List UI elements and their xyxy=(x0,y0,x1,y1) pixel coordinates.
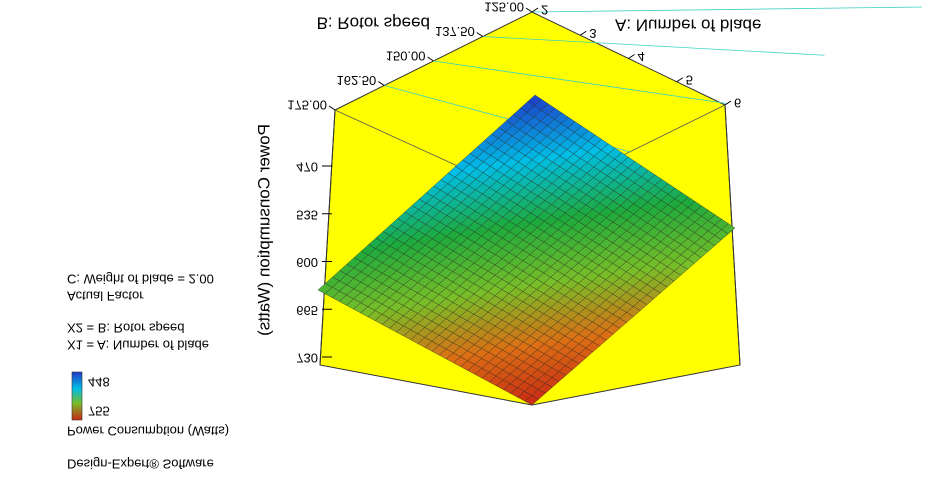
y-tick-label: 137.50 xyxy=(435,24,475,39)
x-tick-label: 3 xyxy=(589,26,596,41)
x-tick-label: 4 xyxy=(638,49,645,64)
color-max: 755 xyxy=(88,404,110,419)
y-tick-label: 162.50 xyxy=(336,73,376,88)
y-tick-label: 125.00 xyxy=(484,0,524,15)
actual-factor-title: Actual Factor xyxy=(67,289,144,304)
y-tick xyxy=(377,81,385,86)
x-tick xyxy=(579,30,587,36)
z-tick-label: 730 xyxy=(296,351,318,366)
z-tick-label: 665 xyxy=(296,303,318,318)
z-tick-label: 470 xyxy=(296,160,318,175)
z-axis-title: Power Consumption (Watts) xyxy=(254,124,273,336)
software: Design-Expert® Software xyxy=(67,457,214,472)
x-tick xyxy=(628,54,635,59)
floor-grid xyxy=(482,36,825,56)
plot: 470 535 600 665 730 125.00 137.50 150.00 162.50 1… xyxy=(67,0,923,472)
x-tick xyxy=(724,100,732,106)
actual-factor: C: Weight of blade = 2.00 xyxy=(67,272,214,287)
x-tick xyxy=(531,7,539,13)
y-tick-label: 150.00 xyxy=(386,49,426,64)
color-bar xyxy=(71,371,83,421)
box-edge xyxy=(319,109,336,366)
surface-cell xyxy=(721,223,736,235)
y-tick xyxy=(476,32,484,37)
floor-grid xyxy=(433,60,728,104)
y-tick xyxy=(328,105,336,111)
floor-grid xyxy=(531,6,923,13)
x-tick-label: 6 xyxy=(734,96,741,111)
y-tick xyxy=(525,7,533,13)
x-axis-title: A: Number of blade xyxy=(615,16,761,35)
box-edge xyxy=(724,104,741,366)
y-tick-label: 175.00 xyxy=(287,98,327,113)
x-tick-label: 5 xyxy=(686,72,693,87)
z-tick-label: 600 xyxy=(296,255,318,270)
x-tick xyxy=(676,77,684,83)
x-tick-label: 2 xyxy=(541,3,548,18)
color-min: 448 xyxy=(88,375,110,390)
x2-label: X2 = B: Rotor speed xyxy=(67,321,184,336)
y-tick xyxy=(427,56,434,62)
z-tick-label: 535 xyxy=(296,207,318,222)
legend-title: Power Consumption (Watts) xyxy=(67,424,229,439)
x1-label: X1 = A: Number of blade xyxy=(67,338,209,353)
y-axis-title: B: Rotor speed xyxy=(317,14,430,33)
